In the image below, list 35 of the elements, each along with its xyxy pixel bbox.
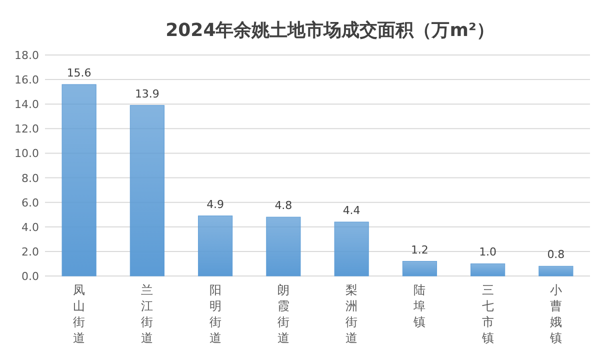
data-label: 15.6 (66, 66, 92, 80)
data-label: 0.8 (547, 248, 565, 262)
y-tick-label: 16.0 (14, 74, 39, 87)
y-tick-label: 10.0 (14, 147, 39, 160)
y-tick-label: 2.0 (22, 245, 39, 258)
y-tick-label: 18.0 (14, 49, 39, 62)
data-label: 4.9 (206, 198, 224, 211)
chart-title: 2024年余姚土地市场成交面积（万m²） (166, 20, 494, 41)
data-label: 13.9 (134, 87, 160, 100)
x-tick-label: 朗霞街道 (277, 283, 290, 345)
bar (402, 261, 437, 276)
x-tick-label: 凤山街道 (73, 283, 86, 345)
x-tick-label: 三七市镇 (480, 283, 494, 345)
y-tick-label: 14.0 (14, 98, 39, 112)
x-tick-label: 陆埠镇 (412, 283, 426, 329)
y-tick-label: 0.0 (22, 270, 39, 283)
x-tick-label: 梨洲街道 (346, 283, 358, 345)
x-tick-label: 小曹娥镇 (548, 283, 562, 345)
bar (334, 222, 369, 276)
bar (538, 266, 574, 276)
bar (470, 263, 506, 276)
y-tick-label: 6.0 (22, 196, 39, 210)
data-label: 4.8 (274, 199, 292, 212)
data-label: 1.0 (479, 246, 497, 259)
x-tick-label: 阳明街道 (209, 283, 222, 345)
data-label: 4.4 (342, 204, 360, 217)
y-tick-label: 8.0 (22, 172, 39, 185)
x-tick-label: 兰江街道 (141, 283, 154, 345)
bar (266, 216, 301, 276)
bar (130, 105, 164, 276)
bar (62, 84, 96, 276)
y-tick-label: 4.0 (22, 220, 39, 234)
y-tick-label: 12.0 (14, 122, 39, 136)
data-label: 1.2 (410, 243, 428, 256)
bar (198, 216, 233, 276)
